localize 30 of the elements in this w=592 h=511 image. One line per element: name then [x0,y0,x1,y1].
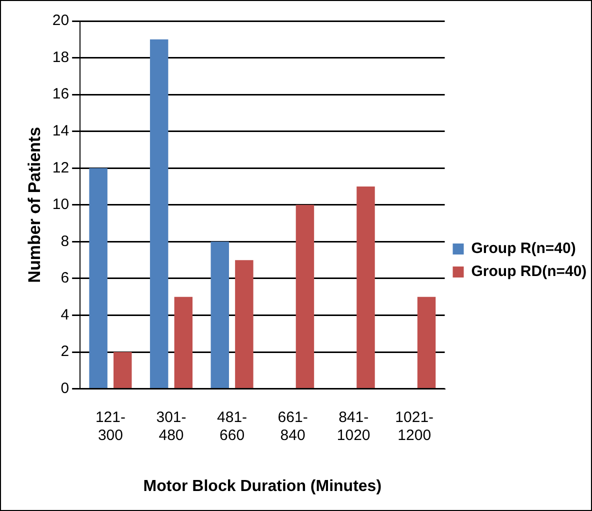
y-tick-label: 4 [60,306,70,324]
x-tick-label: 301- 480 [156,408,186,444]
x-axis-title: Motor Block Duration (Minutes) [143,478,382,495]
y-tick-label: 10 [52,196,70,214]
y-tick-label: 6 [60,270,70,287]
x-tick-label: 1021- 1200 [395,408,434,444]
legend-label: Group RD(n=40) [471,263,587,280]
x-tick-label: 841- 1020 [336,408,370,444]
y-tick-label: 0 [60,380,70,397]
bar [210,242,229,388]
y-tick-label: 18 [52,48,70,66]
x-tick-label: 121- 300 [95,408,126,444]
bar [296,204,314,388]
y-tick-label: 12 [52,159,70,176]
bar [174,296,193,388]
bar [150,39,168,388]
bar [114,352,132,388]
y-axis-title: Number of Patients [24,126,44,283]
y-tick-label: 2 [60,343,70,360]
x-tick-label: 661- 840 [278,408,308,444]
bar [356,186,375,388]
bar [417,296,436,388]
y-tick-label: 20 [52,12,70,30]
y-tick-label: 8 [60,232,70,250]
y-tick-label: 14 [52,122,70,140]
bar [235,260,254,388]
y-tick-label: 16 [52,86,70,103]
x-tick-label: 481- 660 [217,408,248,444]
legend-label: Group R(n=40) [471,240,576,258]
bar [89,168,108,388]
